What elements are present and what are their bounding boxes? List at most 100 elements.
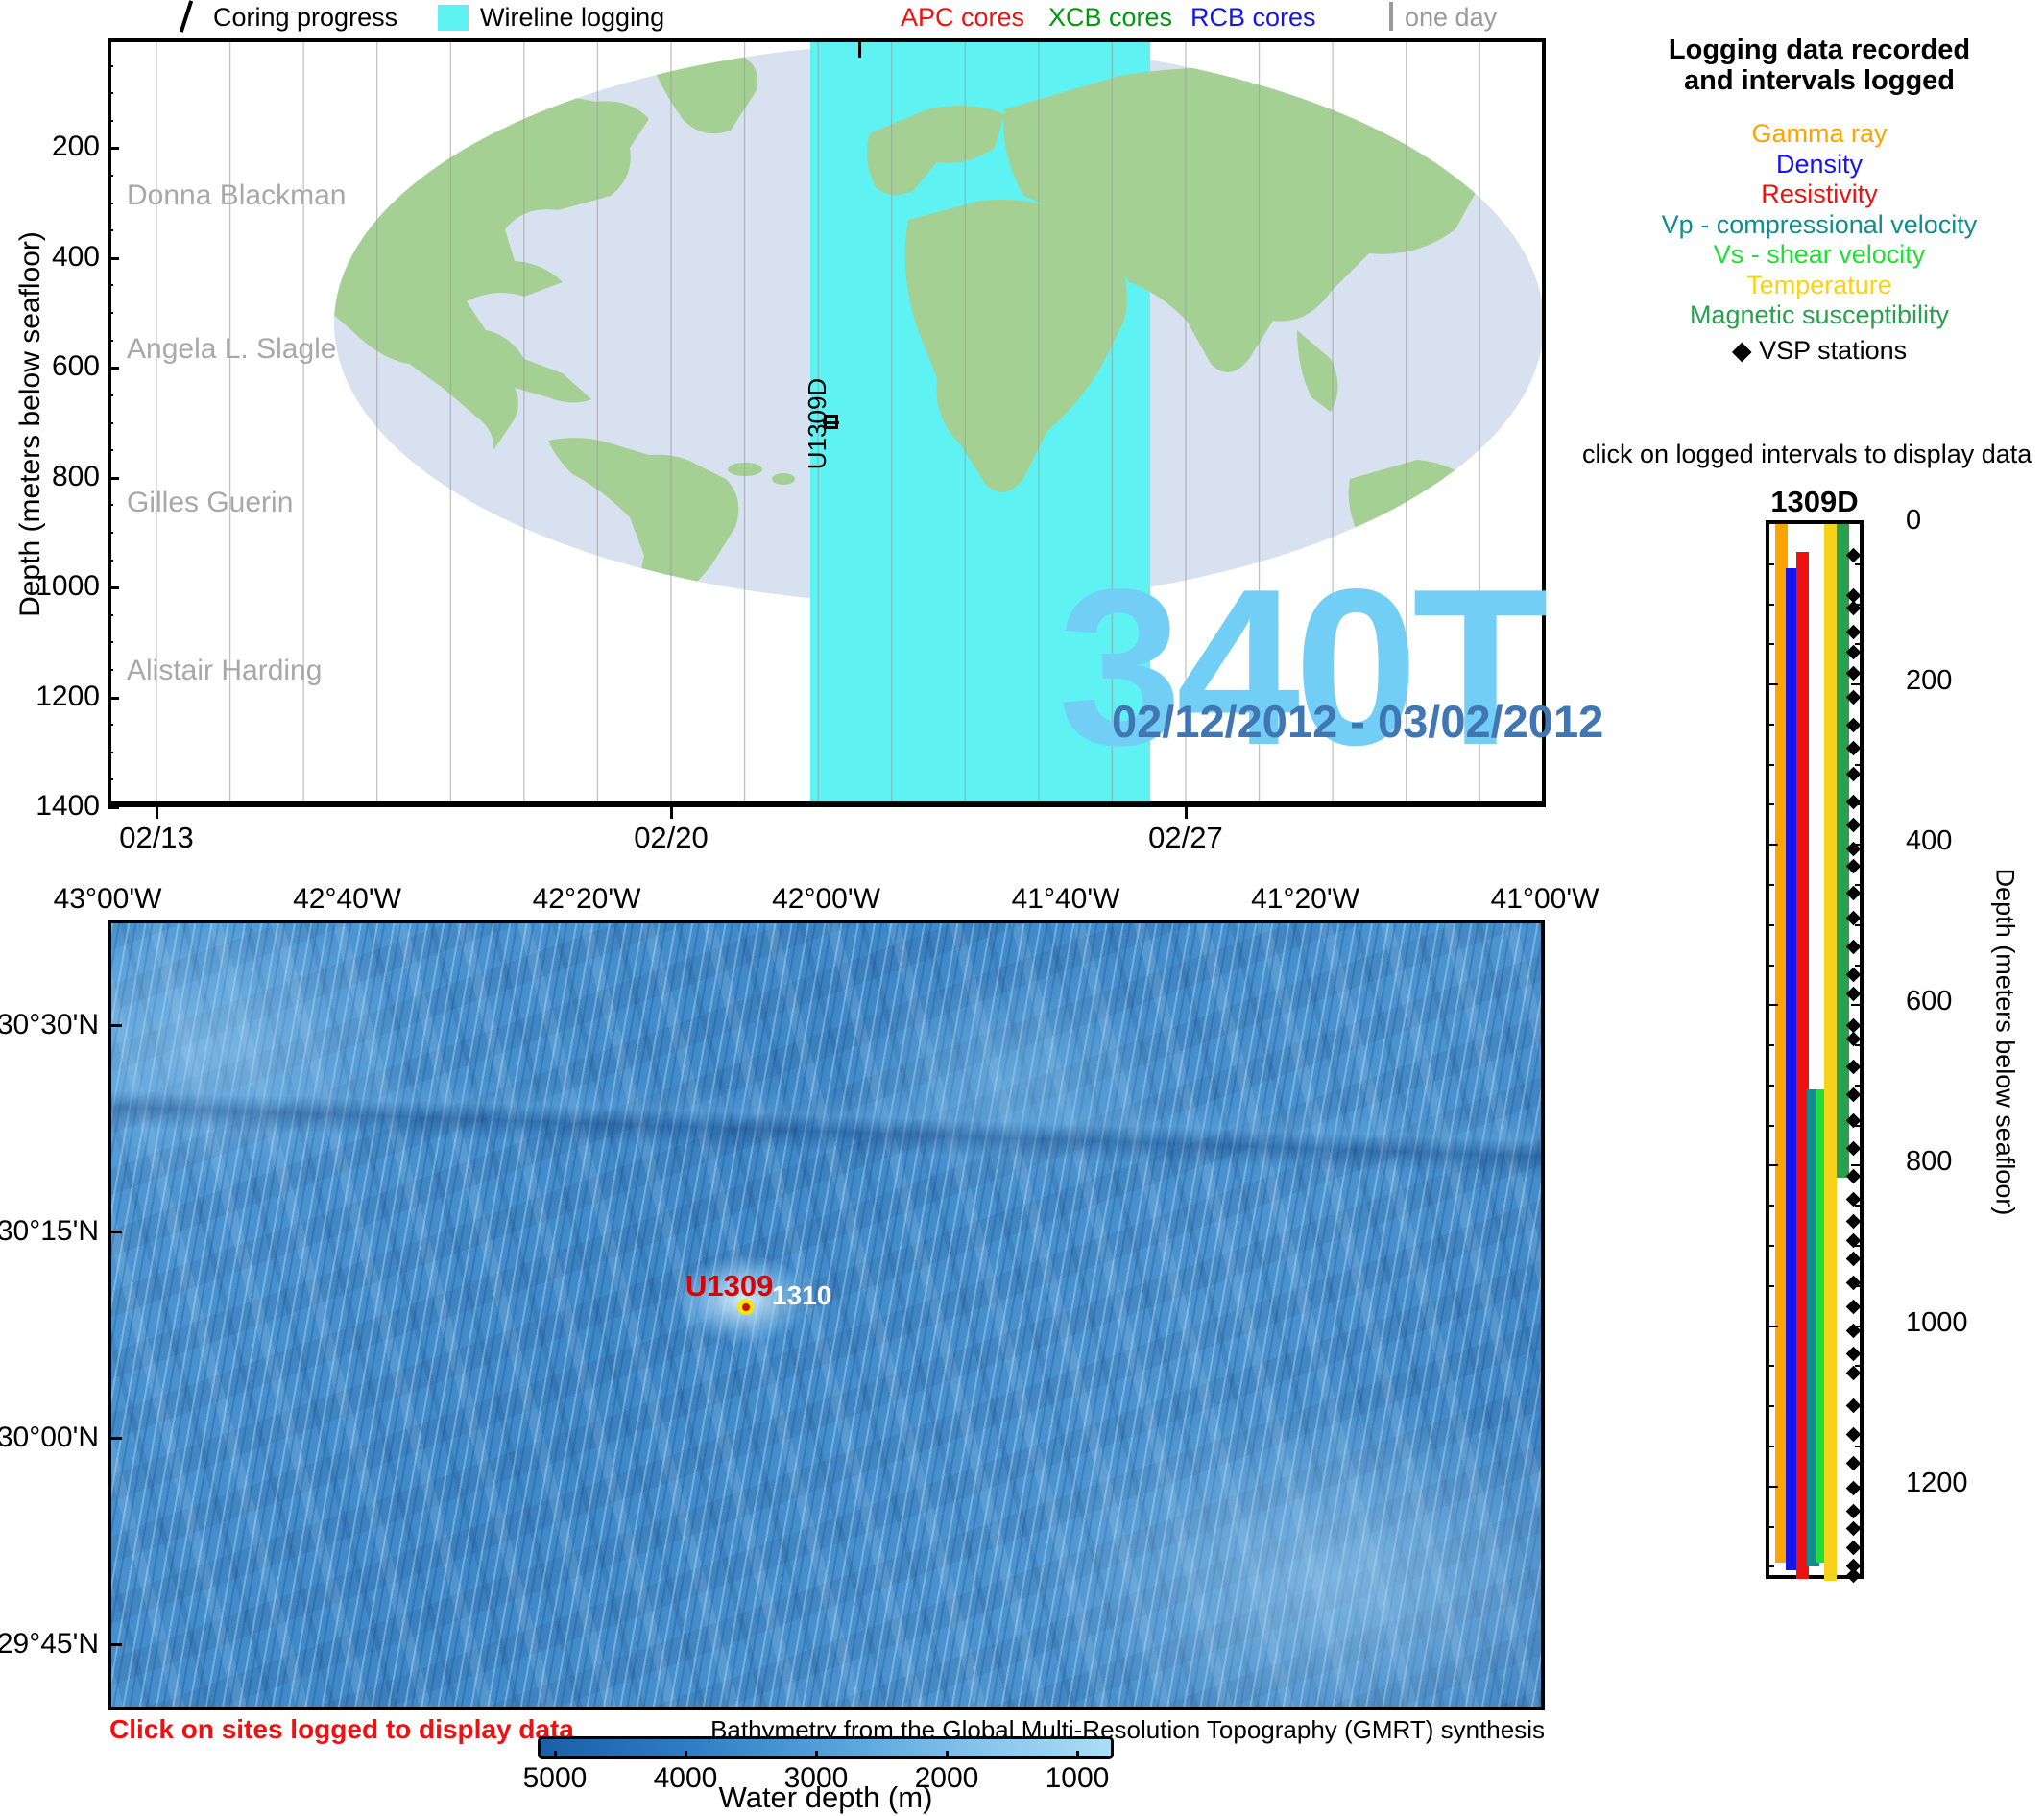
column-tick [1855,803,1860,806]
column-tick [1769,1084,1774,1087]
lat-label: 30°30'N [0,1009,99,1040]
vsp-station-marker[interactable] [1845,1275,1862,1290]
logged-interval-vp[interactable] [1807,1089,1819,1567]
column-depth-label: 800 [1906,1146,1953,1178]
rcb-cores-label: RCB cores [1190,3,1316,32]
logging-legend-item: Vs - shear velocity [1713,240,1926,270]
scientist-name: Alistair Harding [127,655,323,686]
date-tick [669,807,673,819]
column-tick [1855,562,1860,565]
logging-legend-item: Vp - compressional velocity [1661,209,1978,239]
vsp-station-marker[interactable] [1845,1456,1862,1471]
column-tick [1855,1365,1860,1368]
depth-tick [108,367,119,370]
vsp-station-marker[interactable] [1845,1540,1862,1556]
depth-minor-tick [108,449,113,452]
expedition-date-range: 02/12/2012 - 03/02/2012 [1112,696,1604,747]
lat-label: 30°15'N [0,1215,99,1247]
depth-tick [108,586,119,590]
expedition-number: 340T [1058,543,1549,792]
column-tick [1855,1405,1860,1408]
column-tick [1769,1124,1774,1127]
column-tick [1855,643,1860,646]
vsp-station-marker[interactable] [1845,1480,1862,1495]
vsp-station-marker[interactable] [1845,1426,1862,1442]
colorbar-tick [946,1751,949,1758]
depth-minor-tick [108,394,113,396]
colorbar-label: 5000 [522,1762,588,1794]
depth-tick-label: 1200 [36,680,100,712]
depth-minor-tick [108,284,113,287]
lat-tick [111,1024,122,1027]
hole-U1309D-marker[interactable] [823,415,839,429]
coring-progress-mark [858,42,861,58]
depth-minor-tick [108,641,113,644]
column-tick [1855,1565,1860,1568]
depth-tick-label: 800 [51,460,100,492]
depth-tick-label: 200 [51,131,100,163]
logged-interval-resistivity[interactable] [1796,552,1809,1579]
column-tick [1851,1325,1860,1327]
date-tick-label: 02/27 [1148,821,1223,854]
site-1310-label: 1310 [772,1280,832,1310]
logging-legend-item: Resistivity [1761,179,1878,209]
colorbar-tick [685,1751,687,1758]
lat-tick [111,1643,122,1646]
vsp-stations-legend: ◆ VSP stations [1731,336,1908,365]
site-U1309-label[interactable]: U1309 [685,1269,774,1302]
xcb-cores-label: XCB cores [1048,3,1173,32]
column-tick [1769,844,1778,847]
apc-cores-label: APC cores [901,3,1025,32]
vsp-station-marker[interactable] [1845,1503,1862,1519]
colorbar-label: 3000 [783,1762,849,1794]
log-column-title: 1309D [1770,485,1859,518]
column-tick [1855,884,1860,887]
column-tick [1851,683,1860,686]
logged-interval-gamma[interactable] [1775,524,1788,1564]
lon-label: 41°00'W [1490,883,1599,915]
column-depth-label: 0 [1906,505,1922,536]
water-depth-title: Water depth (m) [718,1780,933,1814]
depth-minor-tick [108,92,113,95]
column-tick [1769,1405,1774,1408]
click-intervals-hint: click on logged intervals to display dat… [1582,440,2032,468]
column-depth-label: 400 [1906,825,1953,857]
vsp-station-marker[interactable] [1845,1299,1862,1314]
logging-legend-items: Gamma ray Density Resistivity Vp - compress… [1594,119,2044,331]
time-chart-ylabel: Depth (meters below seafloor) [14,231,46,617]
column-tick [1855,1084,1860,1087]
vsp-station-marker[interactable] [1845,1346,1862,1362]
column-tick [1851,844,1860,847]
log-column-1309D[interactable] [1766,520,1864,1583]
column-tick [1769,1205,1774,1207]
scientist-name: Angela L. Slagle [127,333,337,365]
depth-minor-tick [108,119,113,122]
wireline-logging-swatch [438,5,469,31]
lat-label: 30°00'N [0,1422,99,1453]
coring-progress-label: Coring progress [213,3,398,32]
vsp-station-marker[interactable] [1845,1365,1862,1381]
vsp-station-marker[interactable] [1845,1520,1862,1537]
column-depth-label: 1000 [1906,1306,1968,1338]
depth-minor-tick [108,559,113,562]
depth-minor-tick [108,778,113,781]
depth-tick-label: 600 [51,350,100,383]
date-tick-label: 02/20 [634,821,709,854]
depth-tick [108,147,119,151]
bathymetry-map[interactable]: U1309 1310 [108,920,1545,1710]
site-U1309-marker[interactable] [737,1299,754,1315]
logged-interval-magnetic[interactable] [1837,524,1849,1179]
colorbar-label: 1000 [1045,1762,1110,1794]
column-tick [1769,884,1774,887]
depth-minor-tick [108,531,113,534]
column-tick [1769,803,1774,806]
lat-label: 29°45'N [0,1628,99,1660]
logged-interval-density[interactable] [1786,567,1798,1571]
vsp-station-marker[interactable] [1845,1252,1862,1267]
vsp-station-marker[interactable] [1845,1213,1862,1230]
column-tick [1855,723,1860,726]
logged-interval-temperature[interactable] [1823,524,1837,1582]
column-tick [1855,1205,1860,1207]
depth-tick [108,256,119,260]
vsp-station-marker[interactable] [1845,1567,1862,1583]
